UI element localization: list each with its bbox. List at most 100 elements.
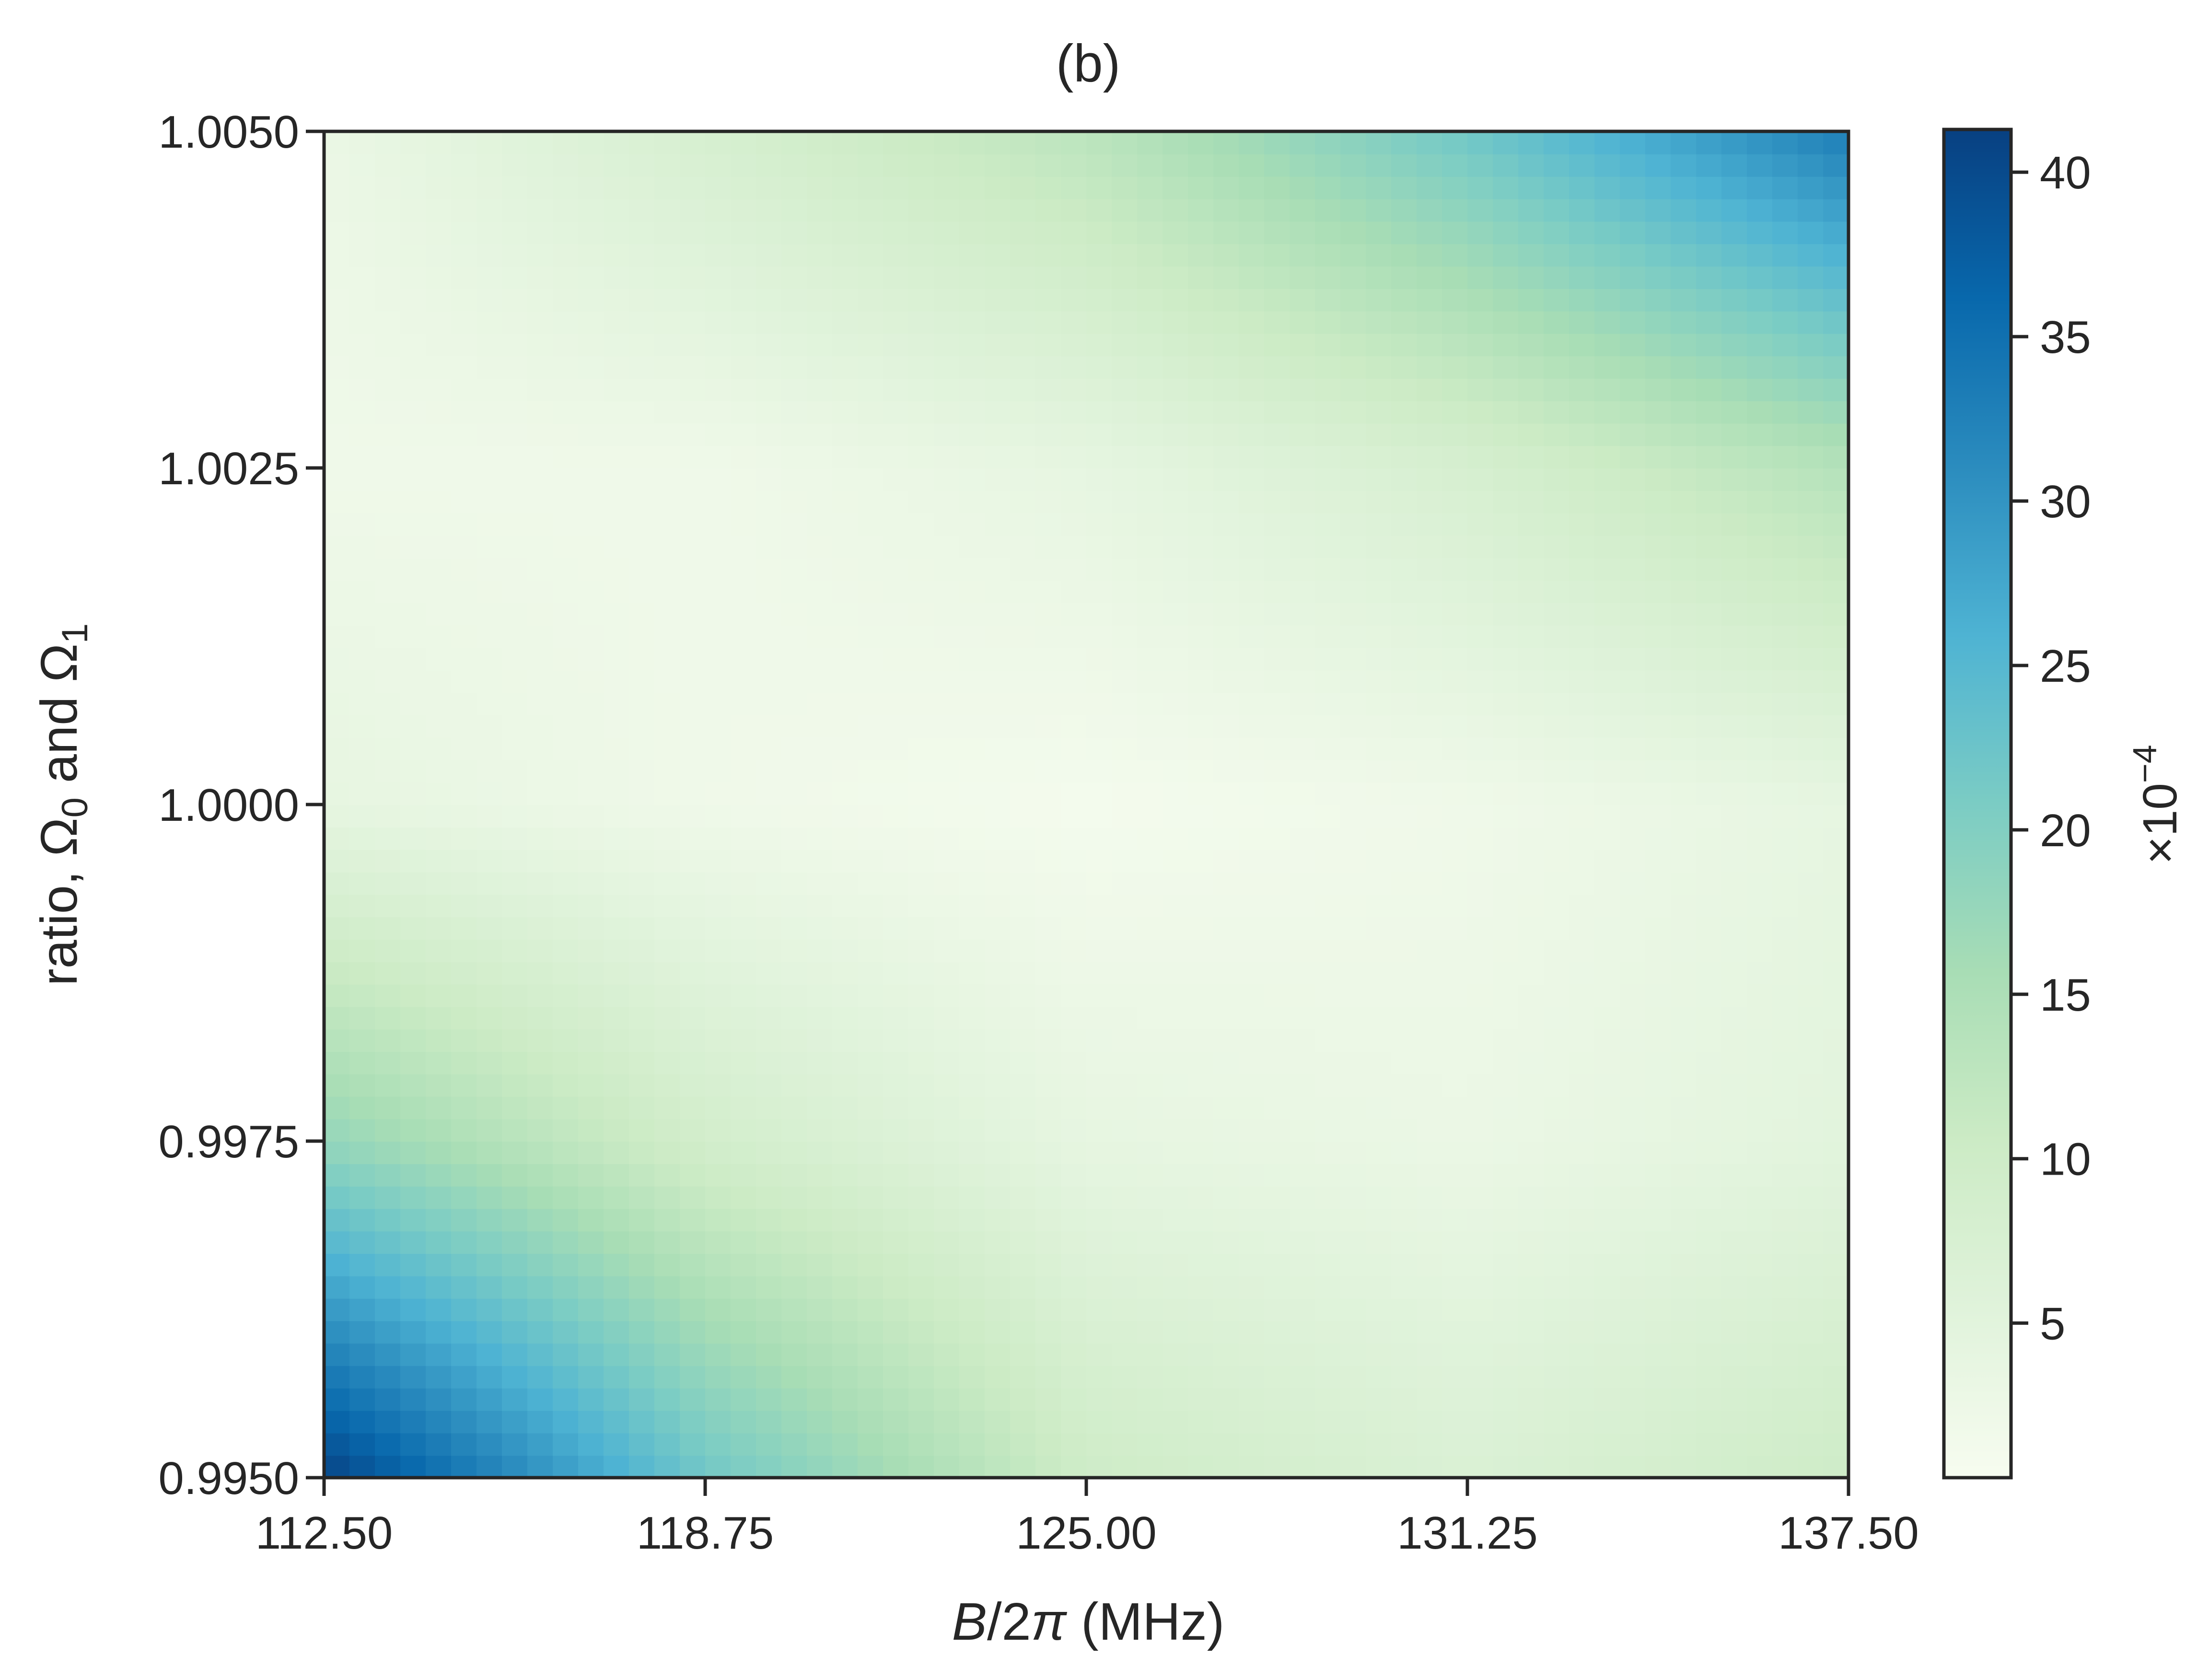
heatmap-cell [1772, 131, 1799, 154]
heatmap-cell [1137, 872, 1163, 895]
heatmap-cell [756, 1343, 782, 1366]
heatmap-cell [400, 1388, 427, 1411]
heatmap-cell [1747, 176, 1773, 199]
heatmap-cell [832, 714, 859, 738]
heatmap-cell [985, 1343, 1011, 1366]
heatmap-cell [1772, 961, 1799, 985]
heatmap-cell [1112, 445, 1138, 469]
heatmap-cell [426, 288, 452, 312]
heatmap-cell [1264, 692, 1291, 715]
heatmap-cell [1417, 872, 1443, 895]
heatmap-cell [400, 692, 427, 715]
heatmap-cell [731, 1343, 757, 1366]
heatmap-cell [1290, 378, 1316, 401]
heatmap-cell [959, 894, 986, 918]
heatmap-cell [1112, 782, 1138, 805]
heatmap-cell [832, 625, 859, 648]
heatmap-cell [1290, 1231, 1316, 1254]
heatmap-cell [1569, 827, 1595, 850]
heatmap-cell [1467, 288, 1494, 312]
heatmap-cell [1493, 1141, 1519, 1164]
heatmap-cell [858, 558, 884, 581]
heatmap-cell [1721, 961, 1748, 985]
heatmap-cell [426, 805, 452, 828]
heatmap-cell [1620, 535, 1646, 559]
heatmap-cell [985, 714, 1011, 738]
heatmap-cell [1747, 288, 1773, 312]
heatmap-cell [1086, 1343, 1113, 1366]
heatmap-cell [756, 266, 782, 289]
heatmap-cell [985, 1365, 1011, 1388]
heatmap-cell [807, 984, 833, 1007]
heatmap-cell [781, 558, 808, 581]
heatmap-cell [1645, 939, 1672, 962]
heatmap-cell [1798, 288, 1824, 312]
heatmap-cell [985, 468, 1011, 491]
heatmap-cell [477, 1141, 503, 1164]
heatmap-cell [1035, 1433, 1062, 1456]
heatmap-cell [680, 535, 706, 559]
heatmap-cell [1086, 131, 1113, 154]
heatmap-cell [934, 939, 960, 962]
heatmap-cell [1010, 692, 1036, 715]
heatmap-cell [1035, 580, 1062, 603]
heatmap-cell [883, 894, 909, 918]
heatmap-cell [1467, 1298, 1494, 1321]
heatmap-cell [1798, 468, 1824, 491]
heatmap-cell [1213, 625, 1240, 648]
heatmap-cell [1315, 356, 1341, 379]
heatmap-cell [908, 423, 935, 446]
heatmap-cell [985, 737, 1011, 760]
heatmap-cell [1544, 400, 1570, 424]
heatmap-cell [1442, 445, 1468, 469]
heatmap-cell [1391, 558, 1418, 581]
heatmap-cell [1823, 670, 1849, 693]
heatmap-cell [629, 692, 655, 715]
heatmap-cell [1493, 1051, 1519, 1074]
heatmap-cell [908, 311, 935, 334]
heatmap-cell [1823, 1006, 1849, 1030]
heatmap-cell [1518, 692, 1545, 715]
heatmap-cell [1137, 1006, 1163, 1030]
heatmap-cell [1391, 1410, 1418, 1434]
heatmap-cell [1594, 1073, 1621, 1097]
heatmap-cell [959, 1231, 986, 1254]
heatmap-cell [400, 176, 427, 199]
heatmap-cell [1467, 1006, 1494, 1030]
heatmap-cell [1747, 849, 1773, 873]
heatmap-cell [1188, 737, 1214, 760]
heatmap-cell [1671, 378, 1697, 401]
heatmap-cell [1569, 535, 1595, 559]
heatmap-cell [1264, 535, 1291, 559]
heatmap-cell [1747, 468, 1773, 491]
heatmap-cell [629, 580, 655, 603]
heatmap-cell [1137, 625, 1163, 648]
heatmap-cell [908, 378, 935, 401]
heatmap-cell [654, 805, 681, 828]
heatmap-cell [1340, 1073, 1367, 1097]
heatmap-cell [781, 602, 808, 626]
heatmap-cell [680, 1186, 706, 1209]
heatmap-cell [1239, 1275, 1265, 1299]
heatmap-cell [1061, 490, 1087, 513]
heatmap-cell [1569, 580, 1595, 603]
heatmap-cell [781, 468, 808, 491]
heatmap-cell [1366, 333, 1392, 357]
heatmap-cell [1645, 961, 1672, 985]
heatmap-cell [1798, 737, 1824, 760]
heatmap-cell [426, 244, 452, 267]
heatmap-cell [1467, 535, 1494, 559]
heatmap-cell [1493, 692, 1519, 715]
heatmap-cell [1721, 805, 1748, 828]
heatmap-cell [1544, 625, 1570, 648]
heatmap-cell [731, 714, 757, 738]
heatmap-cell [756, 1186, 782, 1209]
heatmap-cell [1671, 513, 1697, 536]
heatmap-cell [451, 849, 477, 873]
heatmap-cell [1290, 513, 1316, 536]
heatmap-cell [985, 1029, 1011, 1052]
heatmap-cell [807, 221, 833, 245]
heatmap-cell [654, 1298, 681, 1321]
heatmap-cell [934, 198, 960, 222]
heatmap-cell [1290, 1141, 1316, 1164]
